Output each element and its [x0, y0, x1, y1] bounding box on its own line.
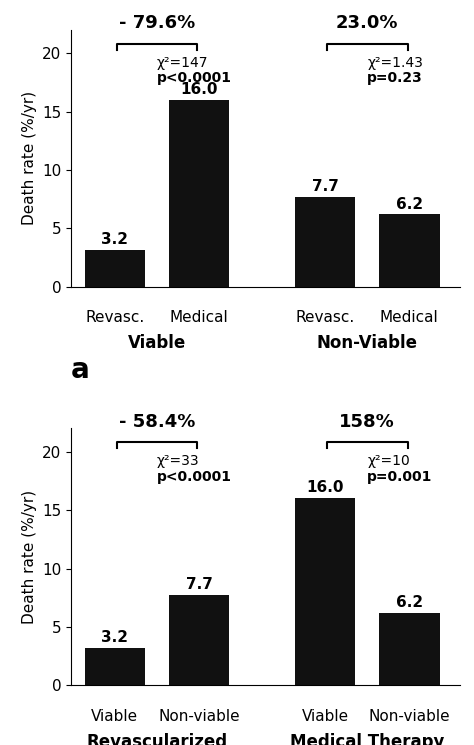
Text: Medical: Medical	[170, 310, 228, 325]
Text: 23.0%: 23.0%	[336, 14, 399, 32]
Text: 158%: 158%	[339, 413, 395, 431]
Text: Viable: Viable	[91, 708, 138, 723]
Text: Medical Therapy: Medical Therapy	[290, 733, 445, 745]
Text: 3.2: 3.2	[101, 232, 128, 247]
Text: 6.2: 6.2	[396, 197, 423, 212]
Text: p<0.0001: p<0.0001	[157, 470, 232, 484]
Bar	[295, 197, 356, 287]
Text: p=0.001: p=0.001	[367, 470, 433, 484]
Text: 6.2: 6.2	[396, 595, 423, 610]
Bar	[379, 613, 439, 685]
Bar	[84, 250, 145, 287]
Text: 3.2: 3.2	[101, 630, 128, 645]
Text: Revascularized: Revascularized	[86, 733, 228, 745]
Text: 16.0: 16.0	[306, 481, 344, 495]
Y-axis label: Death rate (%/yr): Death rate (%/yr)	[22, 489, 36, 624]
Text: Non-viable: Non-viable	[368, 708, 450, 723]
Text: χ²=1.43: χ²=1.43	[367, 56, 423, 69]
Text: χ²=10: χ²=10	[367, 454, 410, 468]
Text: Non-Viable: Non-Viable	[317, 335, 418, 352]
Text: Medical: Medical	[380, 310, 438, 325]
Bar	[379, 215, 439, 287]
Text: 7.7: 7.7	[312, 179, 338, 194]
Text: Revasc.: Revasc.	[296, 310, 355, 325]
Text: - 79.6%: - 79.6%	[119, 14, 195, 32]
Bar	[84, 648, 145, 685]
Bar	[169, 595, 229, 685]
Text: χ²=147: χ²=147	[157, 56, 209, 69]
Text: - 58.4%: - 58.4%	[118, 413, 195, 431]
Bar	[169, 100, 229, 287]
Text: 7.7: 7.7	[185, 577, 212, 592]
Y-axis label: Death rate (%/yr): Death rate (%/yr)	[22, 92, 36, 226]
Text: Viable: Viable	[301, 708, 349, 723]
Text: p=0.23: p=0.23	[367, 72, 423, 85]
Text: χ²=33: χ²=33	[157, 454, 200, 468]
Text: 16.0: 16.0	[180, 82, 218, 97]
Text: a: a	[71, 356, 90, 384]
Text: Non-viable: Non-viable	[158, 708, 240, 723]
Text: Revasc.: Revasc.	[85, 310, 145, 325]
Bar	[295, 498, 356, 685]
Text: p<0.0001: p<0.0001	[157, 72, 232, 85]
Text: Viable: Viable	[128, 335, 186, 352]
